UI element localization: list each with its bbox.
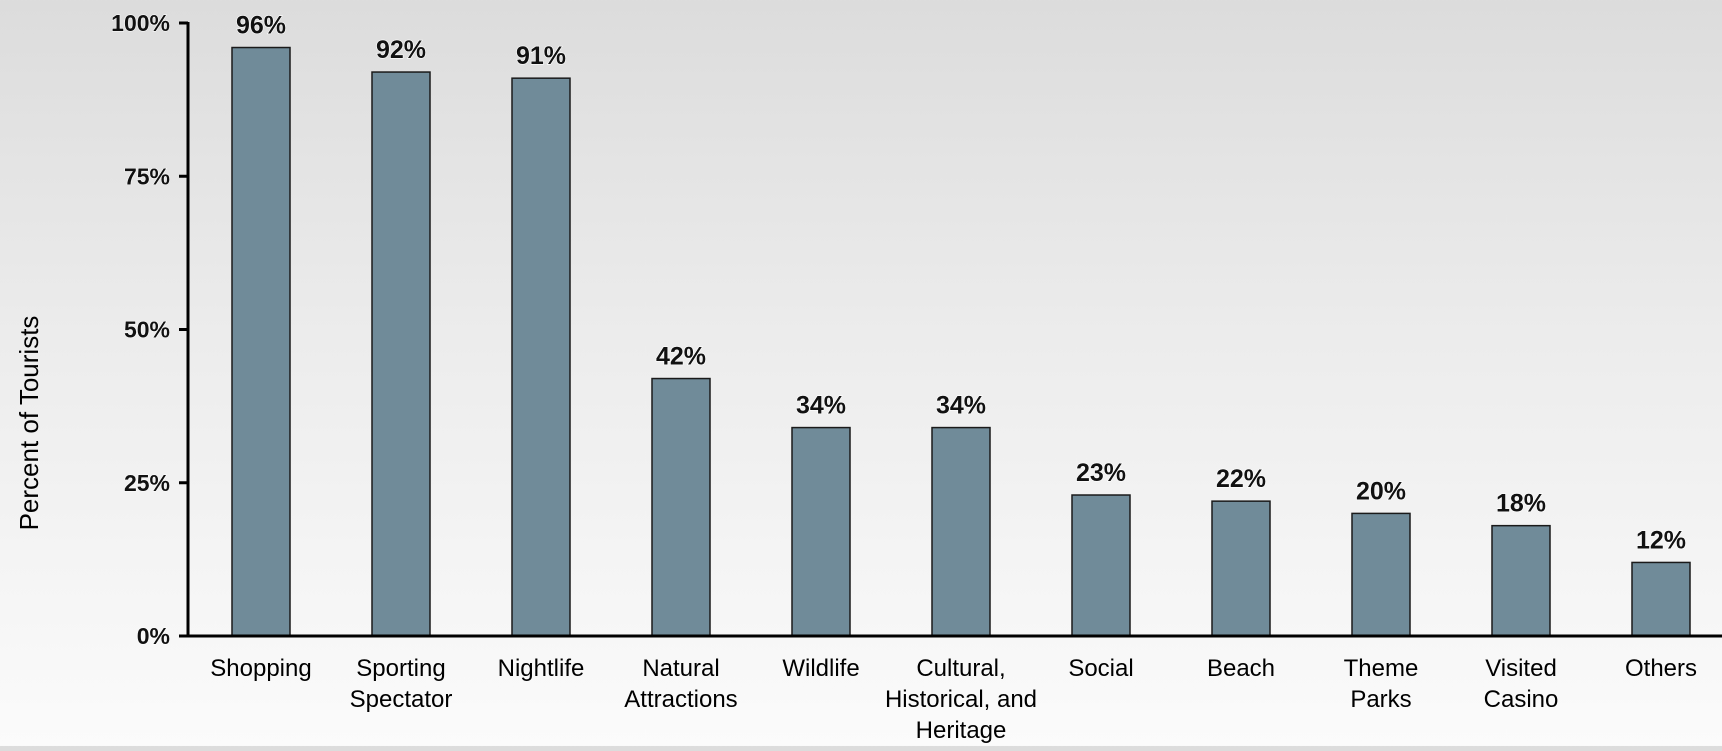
x-tick-label-line: Spectator: [350, 686, 453, 713]
data-label-8: 20%: [1356, 477, 1406, 505]
x-tick-label-line: Beach: [1207, 655, 1275, 682]
y-tick-label-3: 75%: [124, 163, 170, 189]
data-label-5: 34%: [936, 392, 986, 420]
data-label-2: 91%: [516, 42, 566, 70]
bar-8: [1351, 512, 1411, 637]
data-labels-layer: 96% 92% 91% 42% 34% 34% 23% 22% 20% 18% 12%: [235, 11, 1686, 555]
x-tick-label-3: Natural Attractions: [624, 655, 737, 713]
x-tick-label-7: Beach: [1207, 655, 1275, 682]
x-tick-labels-layer: Shopping Sporting Spectator Nightlife Natura…: [210, 655, 1697, 744]
x-tick-label-10: Others: [1625, 655, 1697, 682]
x-tick-label-line: Sporting: [356, 655, 445, 682]
bar-2: [511, 77, 571, 637]
x-tick-label-line: Visited: [1485, 655, 1557, 682]
data-label-3: 42%: [656, 343, 706, 371]
bar-4: [791, 426, 851, 637]
x-tick-label-line: Wildlife: [782, 655, 859, 682]
data-label-10: 12%: [1636, 526, 1686, 554]
axis-layer: 0% 25% 50% 75% 100%: [111, 10, 1722, 650]
bar-6: [1071, 494, 1131, 637]
x-tick-label-9: Visited Casino: [1484, 655, 1559, 713]
x-tick-label-line: Parks: [1350, 686, 1411, 713]
data-label-4: 34%: [796, 392, 846, 420]
x-tick-label-line: Cultural,: [916, 655, 1005, 682]
x-tick-label-line: Historical, and: [885, 686, 1037, 713]
bar-1: [371, 71, 431, 637]
data-label-0: 96%: [236, 12, 286, 40]
x-tick-label-line: Casino: [1484, 686, 1559, 713]
x-tick-label-line: Others: [1625, 655, 1697, 682]
x-tick-label-2: Nightlife: [498, 655, 585, 682]
x-tick-label-5: Cultural, Historical, and Heritage: [885, 655, 1037, 744]
bar-5: [931, 426, 991, 637]
y-tick-label-1: 25%: [124, 470, 170, 496]
x-tick-label-line: Heritage: [916, 717, 1007, 744]
bars-layer: [231, 46, 1691, 637]
y-tick-label-2: 50%: [124, 317, 170, 343]
x-tick-label-0: Shopping: [210, 655, 311, 682]
y-tick-label-4: 100%: [111, 10, 170, 36]
x-tick-label-line: Attractions: [624, 686, 737, 713]
x-tick-label-line: Shopping: [210, 655, 311, 682]
data-label-7: 22%: [1216, 465, 1266, 493]
y-axis-title: Percent of Tourists: [14, 316, 44, 531]
bar-7: [1211, 500, 1271, 637]
bar-10: [1631, 561, 1691, 637]
bar-3: [651, 377, 711, 637]
x-tick-label-line: Theme: [1344, 655, 1419, 682]
x-tick-label-6: Social: [1068, 655, 1133, 682]
x-tick-label-line: Natural: [642, 655, 719, 682]
x-tick-label-8: Theme Parks: [1344, 655, 1419, 713]
y-axis-title-group: Percent of Tourists: [14, 316, 44, 531]
bar-9: [1491, 524, 1551, 637]
data-label-9: 18%: [1496, 490, 1546, 518]
x-tick-label-line: Social: [1068, 655, 1133, 682]
x-tick-label-4: Wildlife: [782, 655, 859, 682]
x-tick-label-line: Nightlife: [498, 655, 585, 682]
bar-0: [231, 46, 291, 637]
x-tick-label-1: Sporting Spectator: [350, 655, 453, 713]
data-label-1: 92%: [376, 36, 426, 64]
data-label-6: 23%: [1076, 459, 1126, 487]
y-tick-label-0: 0%: [137, 623, 170, 649]
